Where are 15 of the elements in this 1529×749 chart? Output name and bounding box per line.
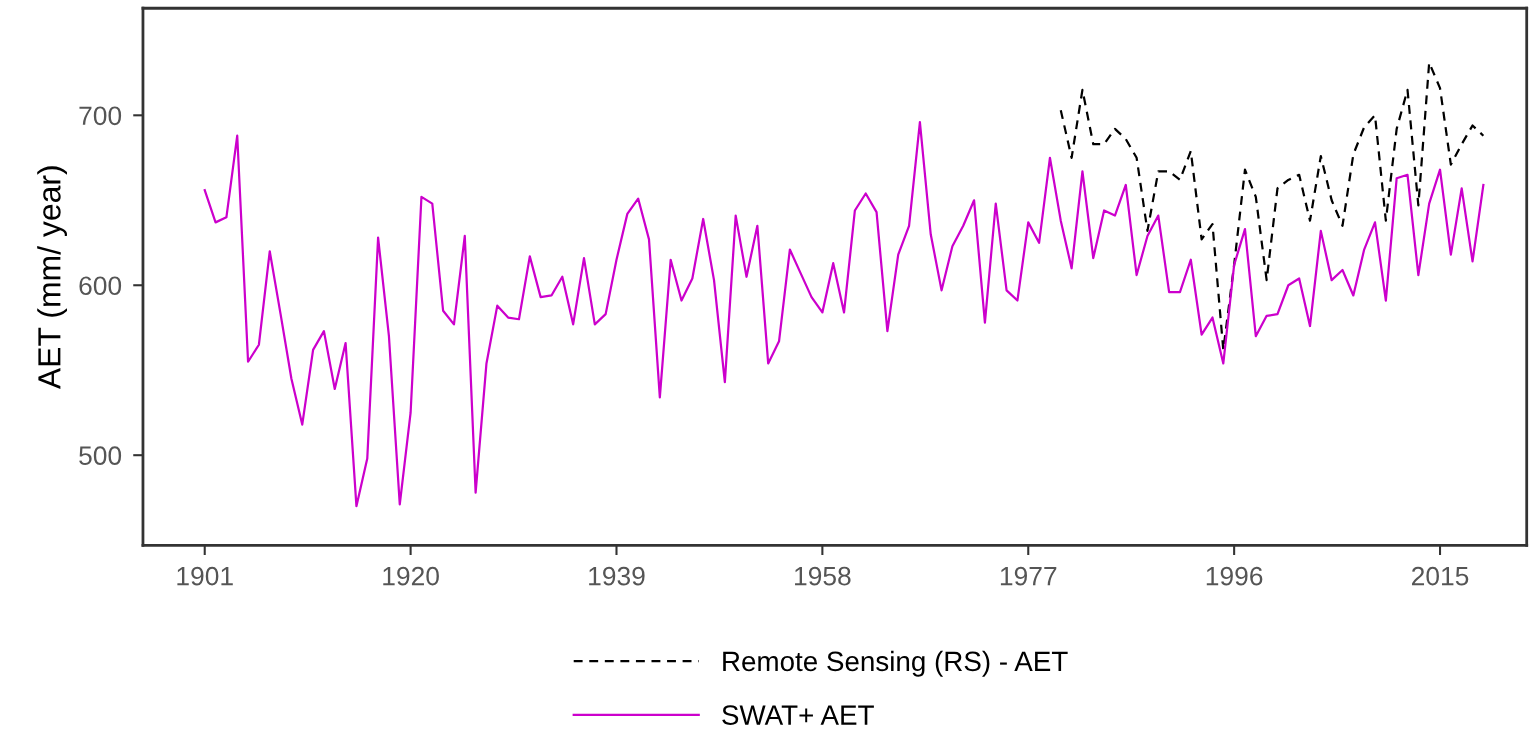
- y-tick-label: 700: [79, 106, 122, 126]
- x-tick-label: 2015: [1412, 566, 1469, 586]
- x-tick-label: 1958: [795, 566, 851, 586]
- y-axis-title: AET (mm/ year): [37, 166, 67, 390]
- x-tick-label: 1996: [1206, 566, 1263, 586]
- x-tick-label: 1901: [177, 566, 233, 586]
- y-tick-label: 500: [79, 446, 122, 466]
- y-tick-label: 600: [79, 276, 122, 296]
- legend-label: Remote Sensing (RS) - AET: [723, 650, 1068, 677]
- x-tick-label: 1939: [589, 566, 645, 586]
- legend-label: SWAT+ AET: [722, 705, 874, 725]
- x-tick-label: 1920: [383, 566, 439, 586]
- line-series: [203, 120, 1485, 508]
- x-tick-label: 1977: [1000, 566, 1057, 586]
- line-series: [1059, 61, 1485, 351]
